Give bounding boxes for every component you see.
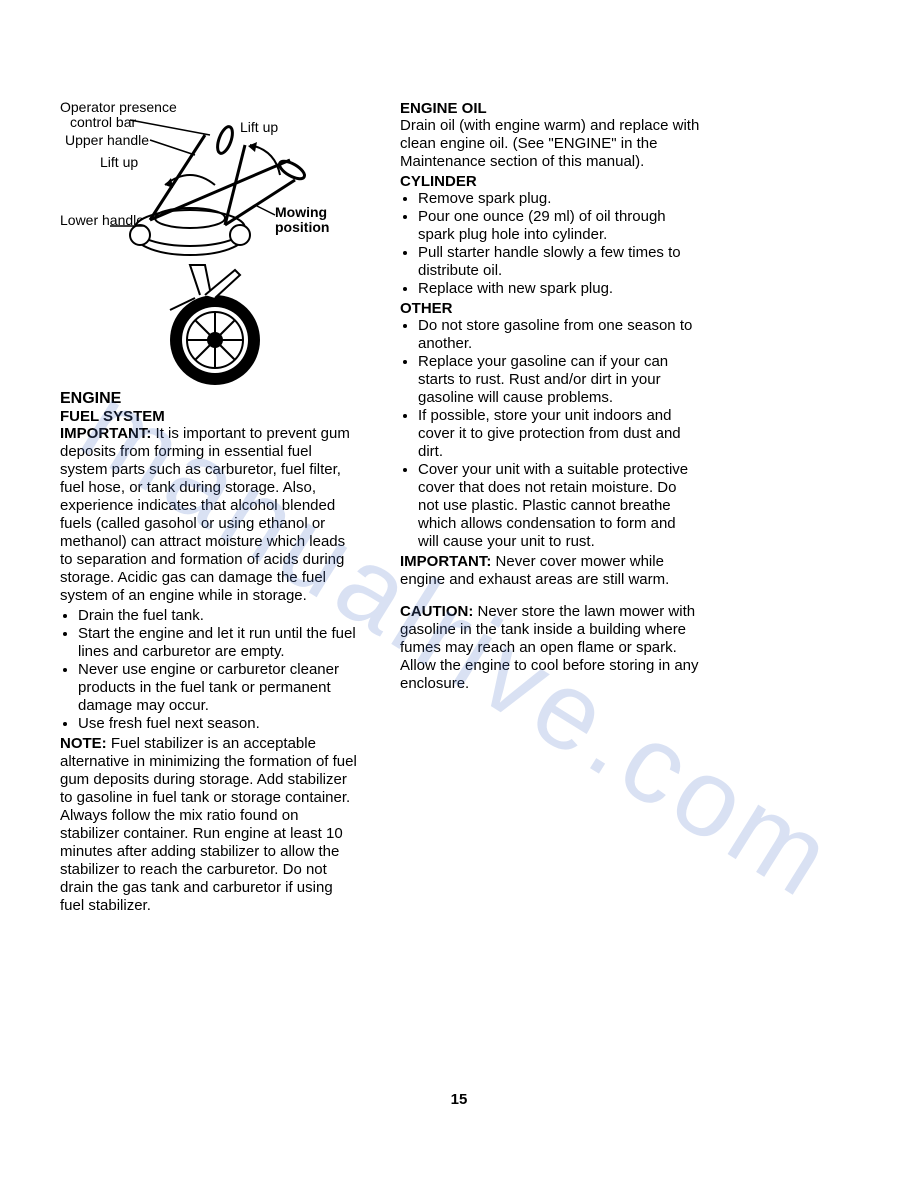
list-item: Replace your gasoline can if your can st…: [418, 353, 700, 407]
list-item: Remove spark plug.: [418, 190, 700, 208]
note-paragraph: NOTE: Fuel stabilizer is an acceptable a…: [60, 735, 360, 915]
important-paragraph: IMPORTANT: It is important to prevent gu…: [60, 425, 360, 605]
list-item: Cover your unit with a suitable protecti…: [418, 461, 700, 551]
left-column: Operator presence control bar Upper hand…: [60, 100, 360, 917]
fuel-bullets: Drain the fuel tank. Start the engine an…: [60, 607, 360, 733]
page-number: 15: [0, 1091, 918, 1108]
list-item: Drain the fuel tank.: [78, 607, 360, 625]
mower-body-svg: [60, 100, 350, 260]
list-item: Use fresh fuel next season.: [78, 715, 360, 733]
important2-paragraph: IMPORTANT: Never cover mower while engin…: [400, 553, 700, 589]
heading-engine-oil: ENGINE OIL: [400, 100, 700, 117]
caution-label: CAUTION:: [400, 603, 473, 620]
note-text: Fuel stabilizer is an acceptable alterna…: [60, 735, 357, 914]
list-item: Replace with new spark plug.: [418, 280, 700, 298]
cylinder-bullets: Remove spark plug. Pour one ounce (29 ml…: [400, 190, 700, 298]
oil-text: Drain oil (with engine warm) and replace…: [400, 117, 700, 171]
heading-other: OTHER: [400, 300, 700, 317]
wheel-detail-svg: [140, 260, 290, 390]
list-item: Start the engine and let it run until th…: [78, 625, 360, 661]
list-item: If possible, store your unit indoors and…: [418, 407, 700, 461]
content-columns: Operator presence control bar Upper hand…: [60, 100, 858, 917]
other-bullets: Do not store gasoline from one season to…: [400, 317, 700, 551]
heading-fuel-system: FUEL SYSTEM: [60, 408, 360, 425]
important2-label: IMPORTANT:: [400, 553, 491, 570]
important-label: IMPORTANT:: [60, 425, 151, 442]
list-item: Never use engine or carburetor cleaner p…: [78, 661, 360, 715]
list-item: Pull starter handle slowly a few times t…: [418, 244, 700, 280]
heading-cylinder: CYLINDER: [400, 173, 700, 190]
manual-page: manualrive.com Operator presence control…: [0, 0, 918, 1188]
right-column: ENGINE OIL Drain oil (with engine warm) …: [400, 100, 700, 917]
note-label: NOTE:: [60, 735, 107, 752]
important-text: It is important to prevent gum deposits …: [60, 425, 350, 604]
mower-diagram: Operator presence control bar Upper hand…: [60, 100, 350, 385]
list-item: Pour one ounce (29 ml) of oil through sp…: [418, 208, 700, 244]
list-item: Do not store gasoline from one season to…: [418, 317, 700, 353]
heading-engine: ENGINE: [60, 390, 360, 408]
caution-paragraph: CAUTION: Never store the lawn mower with…: [400, 603, 700, 693]
